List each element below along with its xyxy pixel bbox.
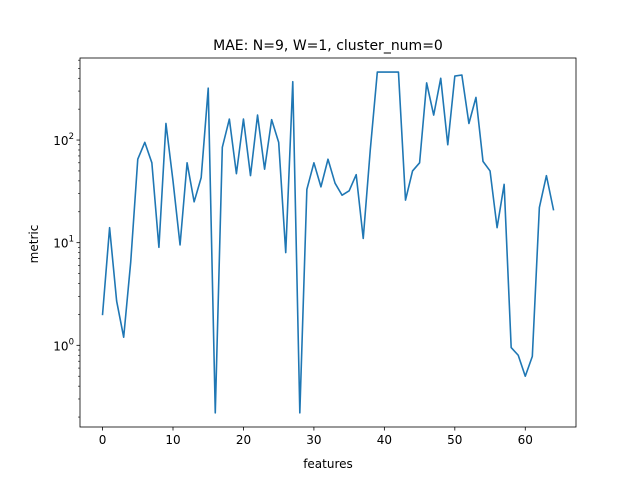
chart-title: MAE: N=9, W=1, cluster_num=0: [213, 38, 443, 54]
y-tick-label: 100: [53, 337, 74, 353]
y-axis-label: metric: [27, 225, 41, 264]
plot-frame: [79, 57, 577, 428]
x-tick-label: 10: [165, 433, 180, 447]
series-line: [101, 71, 555, 414]
x-tick-label: 30: [306, 433, 321, 447]
x-tick-label: 0: [99, 433, 107, 447]
x-tick-label: 50: [447, 433, 462, 447]
x-tick-label: 60: [518, 433, 533, 447]
x-axis-label: features: [303, 457, 353, 471]
x-tick-label: 40: [377, 433, 392, 447]
x-tick-label: 20: [236, 433, 251, 447]
plot-area: 0 10 20 30 40 50 60 100 101 102: [53, 57, 577, 447]
y-tick-label: 102: [53, 132, 74, 148]
y-tick-label: 101: [53, 235, 74, 251]
